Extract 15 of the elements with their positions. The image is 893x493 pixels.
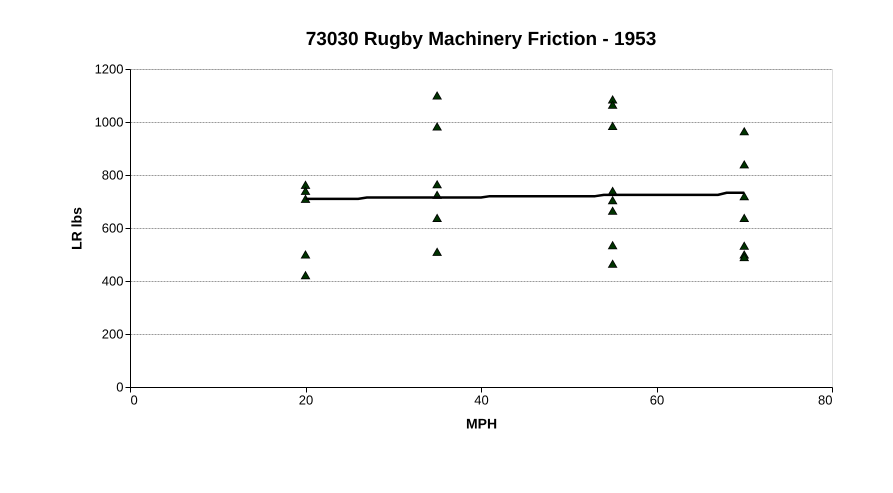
y-tick-label: 200 — [102, 326, 124, 342]
x-tick-label: 0 — [130, 392, 138, 408]
x-tick-label: 20 — [298, 392, 314, 408]
y-axis-title: LR lbs — [68, 206, 85, 250]
y-tick-label: 800 — [102, 168, 124, 182]
x-axis-title: MPH — [466, 416, 498, 432]
y-tick-label: 600 — [102, 220, 124, 236]
y-tick-label: 400 — [102, 274, 124, 288]
y-tick-label: 0 — [116, 380, 124, 394]
x-tick-label: 60 — [650, 392, 664, 408]
y-tick-label: 1000 — [94, 114, 124, 130]
y-tick-label: 1200 — [94, 62, 124, 76]
x-tick-label: 40 — [474, 392, 489, 408]
chart-title: 73030 Rugby Machinery Friction - 1953 — [306, 29, 656, 50]
x-tick-label: 80 — [818, 392, 832, 408]
